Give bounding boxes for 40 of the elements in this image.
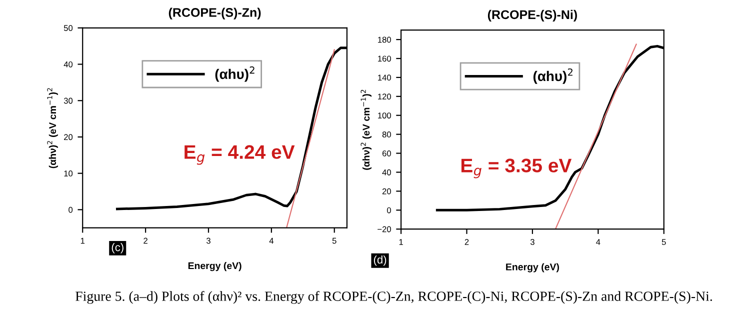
chart-title: (RCOPE-(S)-Ni): [488, 10, 577, 22]
y-tick-label: 0: [387, 207, 391, 214]
y-tick-label: 50: [64, 25, 73, 31]
x-tick-label: 1: [399, 239, 403, 245]
caption: Figure 5. (a–d) Plots of (αhν)² vs. Energy of RCOPE-(C)-Zn, RCOPE-(C)-Ni, RCOPE-(S)-Zn and RCOPE-(S)-Ni.: [76, 291, 712, 304]
y-tick-label: 20: [382, 188, 391, 194]
y-tick-label: 0: [68, 206, 73, 213]
x-tick-label: 4: [269, 238, 274, 244]
x-axis-title: Energy (eV): [188, 262, 242, 272]
x-tick-label: 3: [530, 239, 534, 245]
y-tick-label: 100: [378, 112, 391, 118]
x-tick-label: 2: [144, 238, 148, 244]
chart-title: (RCOPE-(S)-Zn): [168, 8, 261, 20]
x-tick-label: 5: [332, 238, 336, 244]
legend-label: (αhυ)$^{2}$: [215, 66, 254, 82]
y-tick-label: 60: [382, 150, 391, 156]
text: (c): [112, 243, 124, 254]
x-tick-label: 5: [662, 239, 666, 245]
x-axis-title: Energy (eV): [506, 263, 559, 272]
y-tick-label: 120: [378, 94, 391, 100]
y-tick-label: 80: [382, 132, 391, 138]
y-axis-title: (αhν)$^{2}$ (eV cm$^{−1}$)$^{2}$: [47, 88, 58, 168]
x-tick-label: 4: [596, 239, 600, 245]
y-axis-title: (αhν)$^{2}$ (eV cm$^{−1}$)$^{2}$: [360, 90, 372, 170]
y-tick-label: 180: [378, 36, 391, 43]
x-tick-label: 1: [80, 238, 85, 244]
annotation: E$_{g}$ = 3.35 eV: [461, 158, 572, 178]
y-tick-label: 160: [378, 56, 391, 62]
legend-label: (αhυ)$^{2}$: [533, 68, 572, 84]
x-tick-label: 2: [464, 239, 469, 245]
annotation: E$_{g}$ = 4.24 eV: [184, 145, 295, 165]
text: (d): [374, 255, 386, 266]
y-tick-label: 30: [64, 98, 73, 104]
y-tick-label: 140: [378, 74, 391, 81]
y-tick-label: 10: [64, 170, 73, 176]
y-tick-label: 40: [64, 61, 73, 68]
x-tick-label: 3: [206, 238, 210, 244]
y-tick-label: 20: [64, 134, 73, 140]
y-tick-label: −20: [378, 226, 391, 232]
y-tick-label: 40: [382, 169, 391, 176]
